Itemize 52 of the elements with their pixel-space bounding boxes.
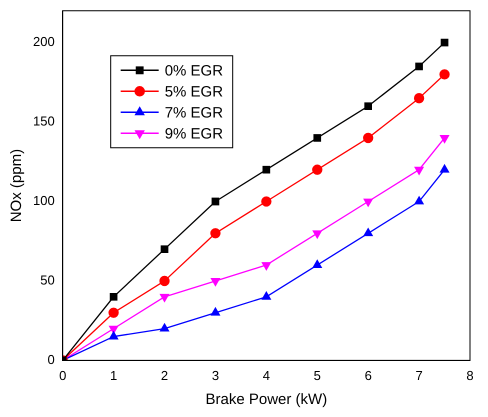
point xyxy=(261,196,272,207)
point xyxy=(414,166,424,175)
y-tick-label: 200 xyxy=(32,34,55,50)
x-tick-label: 0 xyxy=(59,368,66,383)
point xyxy=(262,262,271,270)
y-tick-label: 150 xyxy=(32,114,55,129)
x-tick-label: 7 xyxy=(415,368,423,383)
point xyxy=(109,326,118,334)
y-tick-label: 50 xyxy=(40,272,55,288)
point xyxy=(363,132,374,144)
x-tick-label: 6 xyxy=(364,368,372,383)
point xyxy=(312,260,322,268)
point xyxy=(312,164,322,175)
point xyxy=(440,135,450,144)
legend-label: 5% EGR xyxy=(164,83,224,100)
point xyxy=(414,93,424,104)
point xyxy=(210,308,220,316)
x-tick-label: 4 xyxy=(262,368,270,383)
point xyxy=(160,245,168,253)
legend-label: 0% EGR xyxy=(164,62,224,80)
point xyxy=(108,308,119,318)
point xyxy=(110,293,118,301)
point xyxy=(160,294,170,302)
point xyxy=(212,198,220,206)
x-tick-label: 3 xyxy=(212,368,220,383)
x-tick-label: 5 xyxy=(314,368,321,383)
point xyxy=(440,164,450,173)
x-axis-title: Brake Power (kW) xyxy=(206,391,328,408)
point xyxy=(440,38,448,46)
point xyxy=(262,292,271,300)
point xyxy=(364,198,373,207)
x-tick-label: 2 xyxy=(160,368,168,383)
y-tick-label: 100 xyxy=(32,193,55,208)
point xyxy=(364,228,373,236)
legend-label: 7% EGR xyxy=(164,104,224,122)
point xyxy=(439,69,450,80)
point xyxy=(364,102,372,110)
point xyxy=(159,276,170,286)
point xyxy=(109,331,118,340)
point xyxy=(312,230,322,238)
point xyxy=(210,228,221,238)
point xyxy=(414,196,424,204)
legend-label: 9% EGR xyxy=(164,125,224,142)
point xyxy=(210,278,220,286)
y-axis-title: NOx (ppm) xyxy=(8,148,26,222)
point xyxy=(160,323,170,332)
point xyxy=(262,166,270,174)
x-tick-label: 1 xyxy=(110,368,118,383)
x-tick-label: 8 xyxy=(466,368,474,383)
point xyxy=(415,62,423,70)
y-tick-label: 0 xyxy=(47,352,55,367)
point xyxy=(313,134,322,142)
